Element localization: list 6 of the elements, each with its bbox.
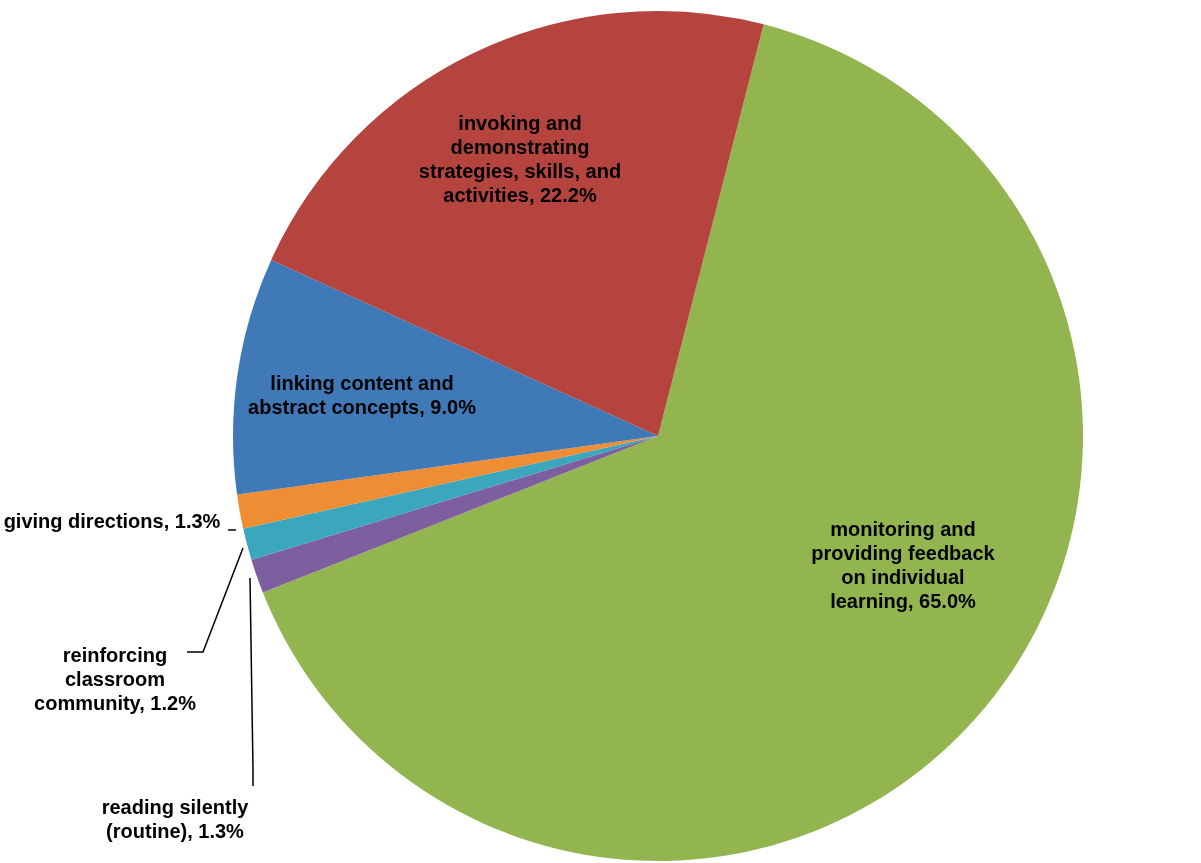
- slice-label: linking content and abstract concepts, 9.0%: [248, 371, 477, 418]
- slice-label: invoking and demonstrating strategies, skills, and activities, 22.2%: [418, 111, 622, 206]
- slice-label: monitoring and providing feedback on individual learning, 65.0%: [811, 517, 996, 612]
- slice-label: reading silently (routine), 1.3%: [101, 795, 250, 842]
- slice-label: reinforcing classroom community, 1.2%: [34, 643, 197, 714]
- slice-label: giving directions, 1.3%: [3, 509, 221, 532]
